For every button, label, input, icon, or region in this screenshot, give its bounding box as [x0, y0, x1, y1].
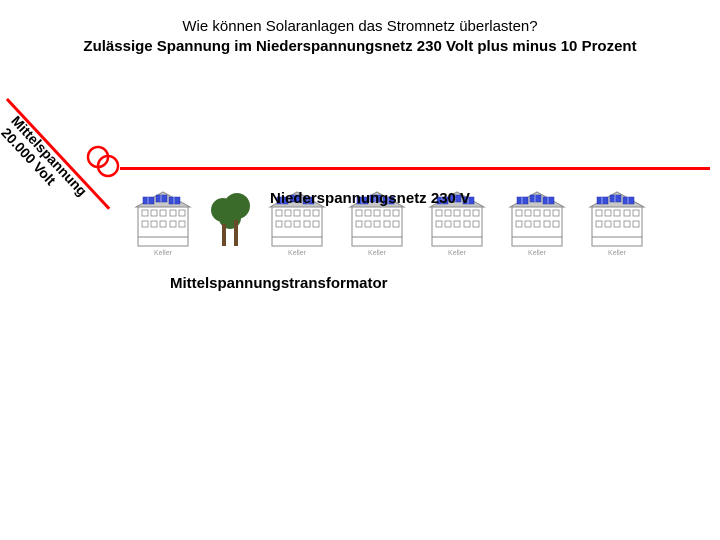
keller-label: Keller: [368, 250, 386, 257]
house: Keller: [130, 189, 196, 257]
lv-label: Niederspannungsnetz 230 V: [270, 190, 470, 207]
transformer-label: Mittelspannungstransformator: [170, 275, 388, 292]
lv-line: [120, 167, 710, 170]
keller-label: Keller: [288, 250, 306, 257]
keller-label: Keller: [528, 250, 546, 257]
title: Wie können Solaranlagen das Stromnetz üb…: [0, 18, 720, 35]
keller-label: Keller: [154, 250, 172, 257]
keller-label: Keller: [608, 250, 626, 257]
transformer-icon: [84, 140, 124, 180]
grid-diagram: Mittelspannung 20.000 Volt Keller: [0, 90, 720, 290]
tree-icon: [210, 188, 250, 257]
house: Keller: [584, 189, 650, 257]
keller-label: Keller: [448, 250, 466, 257]
house: Keller: [504, 189, 570, 257]
subtitle: Zulässige Spannung im Niederspannungsnet…: [0, 38, 720, 55]
